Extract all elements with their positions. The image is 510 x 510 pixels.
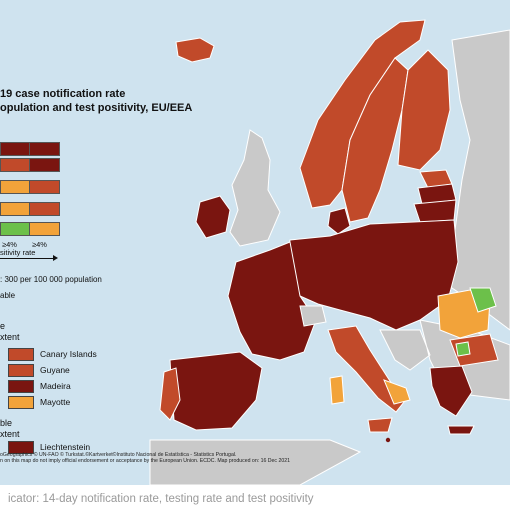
section1-heading-line1: e [0, 321, 6, 331]
small-state-label: Liechtenstein [40, 442, 91, 452]
region-swatch [8, 380, 34, 393]
sardinia [329, 375, 345, 405]
axis-tick: ≥4% [2, 240, 17, 249]
matrix-cell [0, 142, 31, 156]
matrix-cell [0, 202, 31, 216]
italy-south [383, 379, 411, 405]
region-swatch [8, 348, 34, 361]
region-label: Madeira [40, 381, 71, 391]
axis-label: sitivity rate [0, 248, 36, 257]
region-label: Canary Islands [40, 349, 97, 359]
matrix-cell [29, 180, 60, 194]
axis-arrow-head [53, 255, 58, 261]
map-svg [149, 19, 510, 485]
credits-line1: oGeographics © UN-FAO © Turkstat.©Kartve… [0, 452, 237, 458]
lithuania [413, 199, 457, 223]
threshold-note: : 300 per 100 000 population [0, 275, 102, 284]
region-label: Guyane [40, 365, 70, 375]
section1-heading-line2: xtent [0, 332, 20, 342]
greece [429, 365, 473, 417]
small-state-swatch [8, 441, 34, 454]
bulgaria-green [455, 341, 471, 357]
central-europe [283, 219, 459, 331]
bulgaria [449, 333, 499, 367]
matrix-cell [29, 202, 60, 216]
sicily [367, 417, 393, 433]
section2-heading-line2: xtent [0, 429, 20, 439]
iceland [175, 37, 215, 63]
denmark [327, 207, 351, 235]
matrix-cell [29, 158, 60, 172]
map-title-line2: opulation and test positivity, EU/EEA [0, 102, 193, 114]
map-title-line1: 19 case notification rate [0, 88, 126, 100]
map-canvas: 19 case notification rate opulation and … [0, 0, 510, 485]
matrix-cell [0, 222, 31, 236]
switzerland [299, 305, 327, 327]
section2-heading-line1: ble [0, 418, 13, 428]
finland [397, 49, 451, 171]
axis-tick: ≥4% [32, 240, 47, 249]
figure-caption: icator: 14-day notification rate, testin… [8, 493, 314, 505]
crete [447, 425, 475, 435]
matrix-cell [29, 142, 60, 156]
norway [299, 19, 426, 209]
italy [327, 325, 405, 413]
region-swatch [8, 364, 34, 377]
region-label: Mayotte [40, 397, 71, 407]
portugal [159, 367, 181, 421]
malta [385, 437, 391, 443]
romania-green [469, 287, 497, 313]
matrix-cell [0, 158, 31, 172]
ireland [195, 195, 231, 239]
axis-arrow [0, 258, 56, 259]
france [227, 241, 317, 361]
unavailable-note: able [0, 291, 16, 300]
matrix-cell [29, 222, 60, 236]
map-credits: oGeographics © UN-FAO © Turkstat.©Kartve… [0, 452, 510, 464]
matrix-cell [0, 180, 31, 194]
credits-line2: n on this map do not imply official endo… [0, 458, 290, 465]
region-swatch [8, 396, 34, 409]
